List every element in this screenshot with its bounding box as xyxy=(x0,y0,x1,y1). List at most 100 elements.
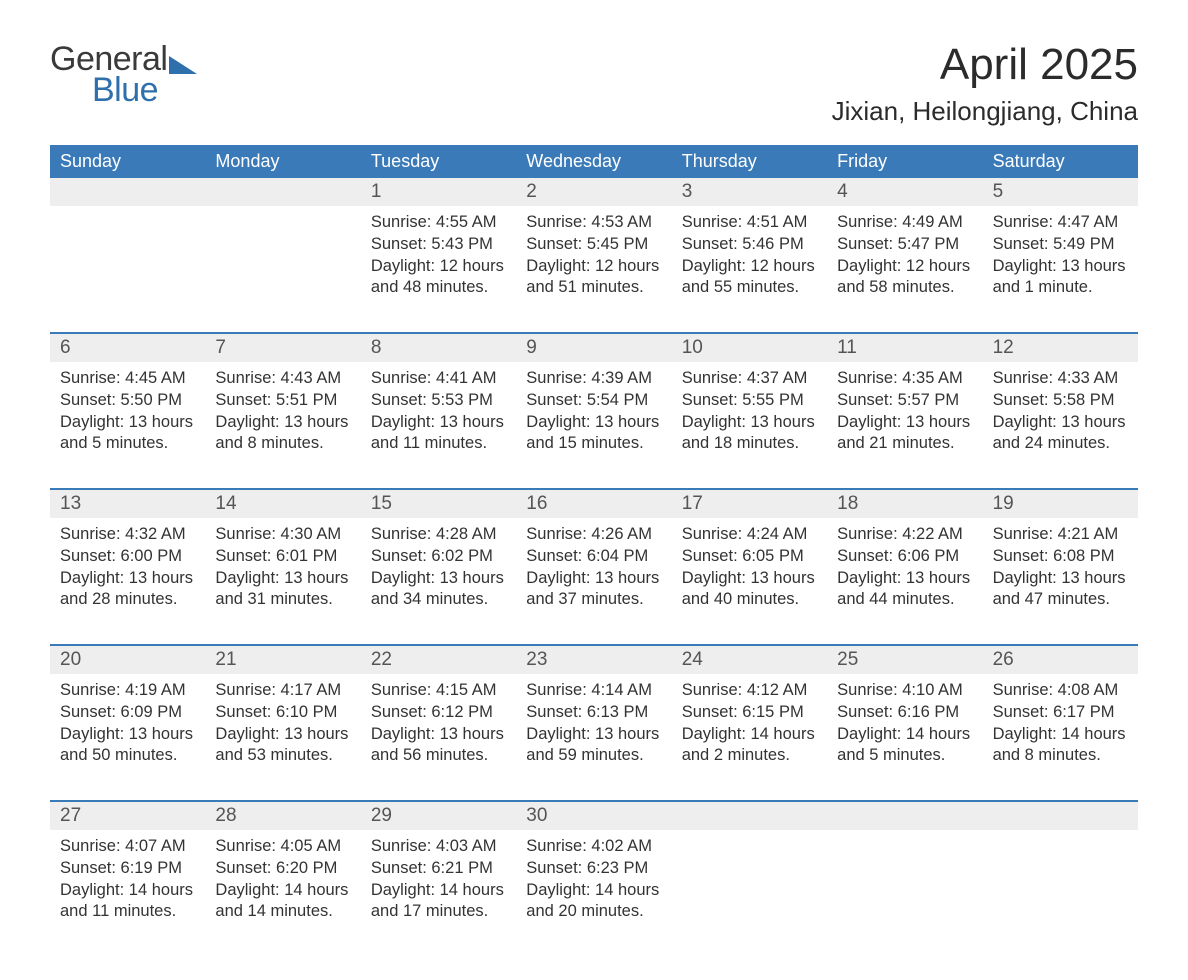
sunrise-line: Sunrise: 4:55 AM xyxy=(371,212,506,234)
sunrise-line: Sunrise: 4:15 AM xyxy=(371,680,506,702)
day-cell: Sunrise: 4:49 AMSunset: 5:47 PMDaylight:… xyxy=(827,206,982,316)
week-row: 12345Sunrise: 4:55 AMSunset: 5:43 PMDayl… xyxy=(50,178,1138,316)
daylight-line-1: Daylight: 13 hours xyxy=(526,412,661,434)
day-cell: Sunrise: 4:55 AMSunset: 5:43 PMDaylight:… xyxy=(361,206,516,316)
daylight-line-1: Daylight: 12 hours xyxy=(682,256,817,278)
sunrise-line: Sunrise: 4:10 AM xyxy=(837,680,972,702)
daylight-line-1: Daylight: 12 hours xyxy=(526,256,661,278)
daylight-line-2: and 50 minutes. xyxy=(60,745,195,767)
day-number: 22 xyxy=(361,646,516,674)
daylight-line-2: and 59 minutes. xyxy=(526,745,661,767)
daylight-line-2: and 8 minutes. xyxy=(215,433,350,455)
daylight-line-2: and 51 minutes. xyxy=(526,277,661,299)
sunrise-line: Sunrise: 4:39 AM xyxy=(526,368,661,390)
day-number: 21 xyxy=(205,646,360,674)
day-cell: Sunrise: 4:28 AMSunset: 6:02 PMDaylight:… xyxy=(361,518,516,628)
daylight-line-2: and 37 minutes. xyxy=(526,589,661,611)
day-cell: Sunrise: 4:17 AMSunset: 6:10 PMDaylight:… xyxy=(205,674,360,784)
daylight-line-1: Daylight: 13 hours xyxy=(60,412,195,434)
day-cell: Sunrise: 4:07 AMSunset: 6:19 PMDaylight:… xyxy=(50,830,205,940)
day-cell: Sunrise: 4:12 AMSunset: 6:15 PMDaylight:… xyxy=(672,674,827,784)
day-number xyxy=(205,178,360,206)
day-cell: Sunrise: 4:45 AMSunset: 5:50 PMDaylight:… xyxy=(50,362,205,472)
day-cell: Sunrise: 4:39 AMSunset: 5:54 PMDaylight:… xyxy=(516,362,671,472)
day-number: 5 xyxy=(983,178,1138,206)
sunset-line: Sunset: 6:12 PM xyxy=(371,702,506,724)
daylight-line-2: and 44 minutes. xyxy=(837,589,972,611)
weekday-header: Saturday xyxy=(983,145,1138,178)
sunrise-line: Sunrise: 4:05 AM xyxy=(215,836,350,858)
day-cell: Sunrise: 4:37 AMSunset: 5:55 PMDaylight:… xyxy=(672,362,827,472)
sunrise-line: Sunrise: 4:14 AM xyxy=(526,680,661,702)
sunset-line: Sunset: 6:09 PM xyxy=(60,702,195,724)
sunrise-line: Sunrise: 4:24 AM xyxy=(682,524,817,546)
daylight-line-1: Daylight: 14 hours xyxy=(60,880,195,902)
sunset-line: Sunset: 6:15 PM xyxy=(682,702,817,724)
day-cell xyxy=(672,830,827,940)
day-number: 20 xyxy=(50,646,205,674)
day-cell: Sunrise: 4:30 AMSunset: 6:01 PMDaylight:… xyxy=(205,518,360,628)
day-number: 10 xyxy=(672,334,827,362)
sunset-line: Sunset: 5:43 PM xyxy=(371,234,506,256)
day-cell: Sunrise: 4:33 AMSunset: 5:58 PMDaylight:… xyxy=(983,362,1138,472)
logo-word-blue: Blue xyxy=(92,71,197,110)
daylight-line-1: Daylight: 13 hours xyxy=(215,724,350,746)
sunset-line: Sunset: 6:06 PM xyxy=(837,546,972,568)
sunset-line: Sunset: 6:05 PM xyxy=(682,546,817,568)
day-cell: Sunrise: 4:10 AMSunset: 6:16 PMDaylight:… xyxy=(827,674,982,784)
daylight-line-1: Daylight: 14 hours xyxy=(371,880,506,902)
day-cell: Sunrise: 4:02 AMSunset: 6:23 PMDaylight:… xyxy=(516,830,671,940)
week-row: 13141516171819Sunrise: 4:32 AMSunset: 6:… xyxy=(50,488,1138,628)
day-number: 4 xyxy=(827,178,982,206)
daylight-line-2: and 24 minutes. xyxy=(993,433,1128,455)
logo: General Blue xyxy=(50,40,197,110)
sunset-line: Sunset: 5:54 PM xyxy=(526,390,661,412)
sunrise-line: Sunrise: 4:32 AM xyxy=(60,524,195,546)
day-number xyxy=(983,802,1138,830)
week-row: 20212223242526Sunrise: 4:19 AMSunset: 6:… xyxy=(50,644,1138,784)
sunrise-line: Sunrise: 4:51 AM xyxy=(682,212,817,234)
weekday-header: Friday xyxy=(827,145,982,178)
sunrise-line: Sunrise: 4:26 AM xyxy=(526,524,661,546)
sunrise-line: Sunrise: 4:47 AM xyxy=(993,212,1128,234)
day-cell xyxy=(983,830,1138,940)
sunset-line: Sunset: 5:51 PM xyxy=(215,390,350,412)
day-cell xyxy=(205,206,360,316)
day-number: 12 xyxy=(983,334,1138,362)
sunrise-line: Sunrise: 4:37 AM xyxy=(682,368,817,390)
daylight-line-1: Daylight: 13 hours xyxy=(371,568,506,590)
day-cell: Sunrise: 4:03 AMSunset: 6:21 PMDaylight:… xyxy=(361,830,516,940)
day-cell: Sunrise: 4:32 AMSunset: 6:00 PMDaylight:… xyxy=(50,518,205,628)
daylight-line-2: and 8 minutes. xyxy=(993,745,1128,767)
day-number: 1 xyxy=(361,178,516,206)
weekday-header: Wednesday xyxy=(516,145,671,178)
day-number: 9 xyxy=(516,334,671,362)
day-number: 6 xyxy=(50,334,205,362)
daylight-line-1: Daylight: 13 hours xyxy=(837,568,972,590)
day-cell: Sunrise: 4:15 AMSunset: 6:12 PMDaylight:… xyxy=(361,674,516,784)
daylight-line-1: Daylight: 14 hours xyxy=(837,724,972,746)
sunset-line: Sunset: 5:50 PM xyxy=(60,390,195,412)
day-number: 24 xyxy=(672,646,827,674)
week-row: 27282930Sunrise: 4:07 AMSunset: 6:19 PMD… xyxy=(50,800,1138,940)
daylight-line-1: Daylight: 13 hours xyxy=(215,412,350,434)
sunset-line: Sunset: 6:21 PM xyxy=(371,858,506,880)
daylight-line-1: Daylight: 13 hours xyxy=(371,412,506,434)
sunset-line: Sunset: 6:02 PM xyxy=(371,546,506,568)
daylight-line-1: Daylight: 13 hours xyxy=(526,568,661,590)
day-number: 17 xyxy=(672,490,827,518)
day-cell: Sunrise: 4:53 AMSunset: 5:45 PMDaylight:… xyxy=(516,206,671,316)
daylight-line-1: Daylight: 13 hours xyxy=(837,412,972,434)
sunset-line: Sunset: 5:57 PM xyxy=(837,390,972,412)
sunset-line: Sunset: 6:13 PM xyxy=(526,702,661,724)
sunrise-line: Sunrise: 4:03 AM xyxy=(371,836,506,858)
day-number: 26 xyxy=(983,646,1138,674)
day-cell: Sunrise: 4:14 AMSunset: 6:13 PMDaylight:… xyxy=(516,674,671,784)
weeks-container: 12345Sunrise: 4:55 AMSunset: 5:43 PMDayl… xyxy=(50,178,1138,940)
day-number-strip: 27282930 xyxy=(50,802,1138,830)
sunset-line: Sunset: 5:53 PM xyxy=(371,390,506,412)
daylight-line-2: and 5 minutes. xyxy=(60,433,195,455)
daylight-line-2: and 55 minutes. xyxy=(682,277,817,299)
sunset-line: Sunset: 5:45 PM xyxy=(526,234,661,256)
day-number-strip: 13141516171819 xyxy=(50,490,1138,518)
